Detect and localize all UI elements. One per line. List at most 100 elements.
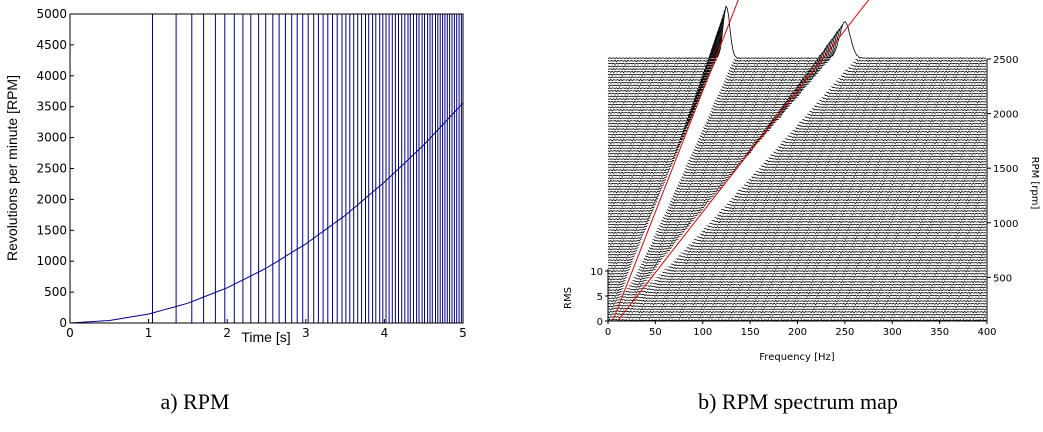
spectrum-trace	[607, 301, 987, 306]
spectrum-trace	[607, 286, 987, 292]
spectrum-rms-tick-label: 10	[590, 267, 603, 278]
rpm-caption: a) RPM	[160, 389, 229, 414]
spectrum-trace-fill	[608, 253, 987, 261]
rpm-y-ticks: 0 500 1000 1500 2000 2500 3000 3500 4000 4500 5000	[36, 7, 74, 330]
spectrum-trace	[607, 219, 987, 232]
rpm-x-tick-label: 3	[302, 326, 310, 340]
spectrum-trace-fill	[608, 20, 987, 70]
rpm-x-tick-label: 5	[459, 326, 467, 340]
rpm-y-tick-label: 4000	[36, 69, 67, 83]
spectrum-trace	[607, 304, 987, 308]
spectrum-trace-fill	[608, 269, 987, 275]
spectrum-trace	[607, 283, 987, 289]
spectrum-trace	[607, 292, 987, 297]
spectrum-trace	[607, 57, 987, 101]
spectrum-trace	[607, 234, 987, 246]
rpm-x-ticks: 0 1 2 3 4 5	[66, 319, 467, 340]
spectrum-trace	[607, 123, 987, 153]
spectrum-trace	[607, 140, 987, 166]
spectrum-trace	[607, 231, 987, 243]
rpm-y-tick-label: 3500	[36, 100, 67, 114]
spectrum-trace	[607, 9, 987, 63]
spectrum-trace	[607, 36, 987, 85]
spectrum-trace	[607, 137, 987, 164]
spectrum-trace-fill	[608, 17, 987, 68]
spectrum-trace	[607, 202, 987, 218]
spectrum-trace	[607, 216, 987, 229]
spectrum-trace	[607, 190, 987, 207]
spectrum-trace	[607, 23, 987, 74]
spectrum-rpm-tick-label: 1000	[993, 219, 1018, 230]
spectrum-trace	[608, 102, 987, 136]
spectrum-trace	[607, 16, 987, 68]
spectrum-x-tick-label: 150	[741, 327, 760, 338]
spectrum-trace	[607, 127, 987, 156]
spectrum-trace	[607, 48, 987, 93]
spectrum-trace	[607, 289, 987, 295]
spectrum-trace-fill	[608, 316, 987, 319]
spectrum-trace-fill	[608, 14, 987, 65]
rpm-plot-area	[70, 14, 463, 323]
spectrum-trace	[607, 209, 987, 224]
spectrum-trace-fill	[608, 27, 987, 76]
spectrum-trace	[607, 313, 987, 317]
spectrum-x-tick-label: 200	[788, 327, 807, 338]
spectrum-trace	[607, 318, 987, 322]
spectrum-trace	[607, 187, 987, 205]
spectrum-trace	[607, 268, 987, 276]
spectrum-x-tick-label: 300	[883, 327, 902, 338]
spectrum-trace-fill	[608, 247, 987, 256]
spectrum-trace-fill	[608, 6, 987, 60]
order-line	[612, 0, 739, 322]
spectrum-trace	[607, 109, 987, 142]
rpm-x-tick-label: 2	[223, 326, 231, 340]
spectrum-trace	[607, 143, 987, 169]
spectrum-trace	[607, 199, 987, 216]
spectrum-x-tick-label: 0	[605, 327, 611, 338]
spectrum-trace	[608, 225, 987, 237]
spectrum-trace	[607, 238, 987, 248]
spectrum-trace	[607, 310, 987, 314]
rpm-x-tick-label: 1	[145, 326, 153, 340]
rpm-x-tick-label: 0	[66, 326, 74, 340]
spectrum-trace	[607, 13, 987, 66]
spectrum-trace	[607, 271, 987, 278]
spectrum-trace	[607, 134, 987, 161]
rpm-x-tick-label: 4	[381, 326, 389, 340]
spectrum-trace	[607, 113, 987, 145]
spectrum-trace	[607, 117, 987, 147]
spectrum-trace	[607, 222, 987, 235]
spectrum-trace	[607, 27, 987, 76]
spectrum-trace	[607, 99, 987, 134]
rpm-pulse-lines	[152, 14, 464, 323]
spectrum-trace-fill	[608, 238, 987, 248]
rpm-curve	[69, 102, 464, 324]
spectrum-trace	[607, 277, 987, 284]
spectrum-x-tick-label: 250	[835, 327, 854, 338]
spectrum-trace	[607, 307, 987, 311]
order-line	[617, 0, 869, 322]
spectrum-rpm-tick-label: 2500	[993, 55, 1018, 66]
spectrum-trace	[607, 120, 987, 150]
rpm-y-tick-label: 3000	[36, 131, 67, 145]
spectrum-trace	[607, 52, 987, 96]
spectrum-x-label: Frequency [Hz]	[759, 352, 835, 363]
spectrum-trace	[607, 72, 987, 112]
spectrum-trace	[607, 54, 987, 98]
spectrum-trace	[607, 192, 987, 210]
spectrum-trace	[608, 19, 987, 71]
rpm-y-tick-label: 2500	[36, 162, 67, 176]
spectrum-trace	[607, 33, 987, 82]
order-lines	[612, 0, 869, 322]
spectrum-caption: b) RPM spectrum map	[698, 389, 898, 414]
spectrum-trace	[607, 205, 987, 221]
spectrum-trace	[607, 212, 987, 227]
spectrum-x-tick-label: 350	[930, 327, 949, 338]
spectrum-trace	[607, 196, 987, 213]
rpm-x-label: Time [s]	[241, 329, 290, 345]
spectrum-rpm-tick-label: 2000	[993, 110, 1018, 121]
rpm-y-tick-label: 5000	[36, 7, 67, 21]
spectrum-x-tick-label: 50	[649, 327, 662, 338]
spectrum-trace	[607, 105, 987, 139]
